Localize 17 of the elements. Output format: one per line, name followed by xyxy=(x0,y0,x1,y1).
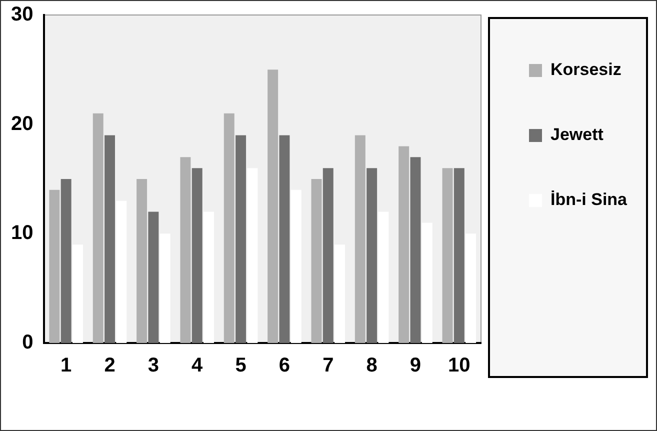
x-tick-label: 1 xyxy=(60,354,72,377)
x-tick-label: 2 xyxy=(104,354,116,377)
x-tick-label: 7 xyxy=(322,354,334,377)
x-tick-label: 10 xyxy=(448,354,470,377)
legend-label: Jewett xyxy=(550,125,604,144)
x-tick-label: 9 xyxy=(410,354,422,377)
y-tick-label: 20 xyxy=(10,112,34,135)
y-tick-label: 10 xyxy=(10,222,34,244)
y-tick-label: 0 xyxy=(22,332,34,354)
legend-label: İbn-i Sina xyxy=(550,190,628,210)
x-tick-label: 4 xyxy=(192,354,204,377)
x-tick-label: 5 xyxy=(235,354,246,377)
x-tick-label: 8 xyxy=(366,354,378,377)
legend-label: Korsesiz xyxy=(550,60,622,80)
x-tick-label: 6 xyxy=(278,354,290,377)
x-tick-label: 3 xyxy=(148,354,159,377)
y-tick-label: 30 xyxy=(10,4,34,26)
